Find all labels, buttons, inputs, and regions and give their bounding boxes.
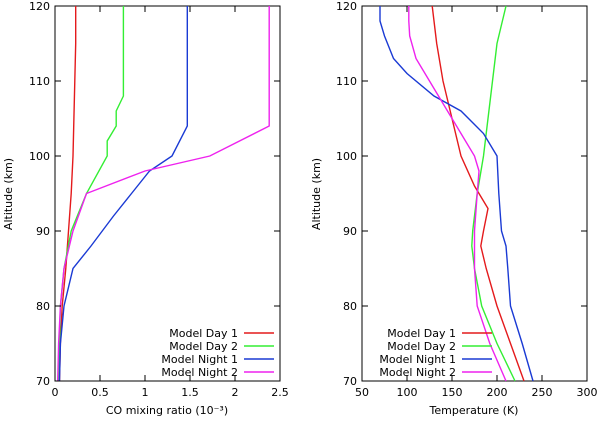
legend-label: Model Day 2	[387, 340, 456, 353]
y-tick-label: 120	[336, 0, 357, 13]
series-line-model-night-1	[58, 6, 188, 382]
y-axis-label: Altitude (km)	[2, 158, 15, 230]
series-line-model-night-2	[408, 6, 507, 382]
x-tick-label: 0.5	[91, 386, 109, 399]
x-axis-label: CO mixing ratio (10⁻³)	[106, 404, 228, 417]
x-tick-label: 1.5	[181, 386, 199, 399]
x-ticks: 0 0.5 1 1.5 2 2.5	[52, 6, 289, 399]
x-ticks: 50 100 150 200 250 300	[355, 6, 598, 399]
series-line-model-day-2	[57, 6, 125, 382]
series-line-model-day-2	[471, 5, 516, 382]
legend-label: Model Day 1	[169, 327, 238, 340]
legend-label: Model Night 1	[161, 353, 238, 366]
y-tick-label: 100	[336, 150, 357, 163]
y-tick-label: 100	[29, 150, 50, 163]
plot-frame	[54, 5, 281, 382]
y-tick-label: 90	[36, 225, 50, 238]
series-line-model-day-1	[58, 6, 77, 382]
y-tick-label: 80	[343, 300, 357, 313]
series-line-model-night-2	[57, 6, 270, 382]
x-tick-label: 1	[142, 386, 149, 399]
chart-temperature: 50 100 150 200 250 300 70 80 90 100 110 120 Temper…	[310, 0, 598, 417]
y-ticks: 70 80 90 100 110 120	[336, 0, 587, 388]
y-tick-label: 120	[29, 0, 50, 13]
legend-label: Model Day 1	[387, 327, 456, 340]
x-axis-label: Temperature (K)	[429, 404, 519, 417]
series-line-model-night-1	[379, 6, 534, 382]
x-tick-label: 250	[532, 386, 553, 399]
x-tick-label: 100	[397, 386, 418, 399]
legend-label: Model Night 2	[379, 366, 456, 379]
x-tick-label: 0	[52, 386, 59, 399]
chart-co-mixing-ratio: 0 0.5 1 1.5 2 2.5 70 80 90 100 110 120 CO mixing r…	[2, 0, 289, 417]
x-tick-label: 2.5	[271, 386, 289, 399]
legend-label: Model Night 1	[379, 353, 456, 366]
x-tick-label: 300	[577, 386, 598, 399]
y-ticks: 70 80 90 100 110 120	[29, 0, 280, 388]
lines-layer	[57, 6, 270, 382]
y-tick-label: 70	[36, 375, 50, 388]
legend-label: Model Day 2	[169, 340, 238, 353]
lines-layer	[379, 5, 534, 382]
y-tick-label: 110	[29, 75, 50, 88]
y-tick-label: 90	[343, 225, 357, 238]
y-tick-label: 80	[36, 300, 50, 313]
x-tick-label: 200	[487, 386, 508, 399]
y-tick-label: 70	[343, 375, 357, 388]
plot-frame	[361, 5, 588, 382]
x-tick-label: 50	[355, 386, 369, 399]
y-tick-label: 110	[336, 75, 357, 88]
y-axis-label: Altitude (km)	[310, 158, 323, 230]
legend-label: Model Night 2	[161, 366, 238, 379]
series-line-model-day-1	[431, 5, 525, 382]
x-tick-label: 150	[442, 386, 463, 399]
x-tick-label: 2	[232, 386, 239, 399]
